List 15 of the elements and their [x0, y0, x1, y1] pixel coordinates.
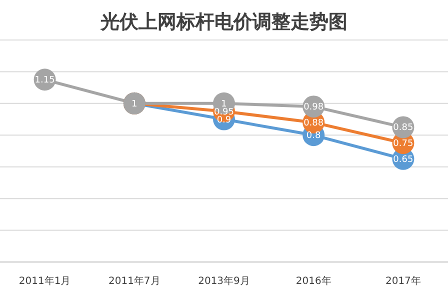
data-label: 1.15	[34, 76, 55, 86]
data-label: 0.65	[393, 154, 414, 165]
x-tick-label: 2016年	[296, 275, 332, 287]
chart-title: 光伏上网标杆电价调整走势图	[100, 11, 348, 33]
data-label: 0.98	[304, 102, 324, 113]
x-tick-label: 2017年	[385, 275, 421, 287]
data-label: 1	[132, 99, 138, 110]
data-label: 1	[221, 99, 227, 110]
x-tick-label: 2013年9月	[198, 275, 250, 287]
x-tick-label: 2011年7月	[108, 275, 160, 287]
data-label: 0.8	[306, 131, 322, 142]
data-label: 0.85	[393, 123, 414, 134]
data-label: 0.88	[304, 118, 324, 128]
data-label: 0.75	[393, 139, 414, 150]
x-tick-label: 2011年1月	[18, 275, 71, 287]
